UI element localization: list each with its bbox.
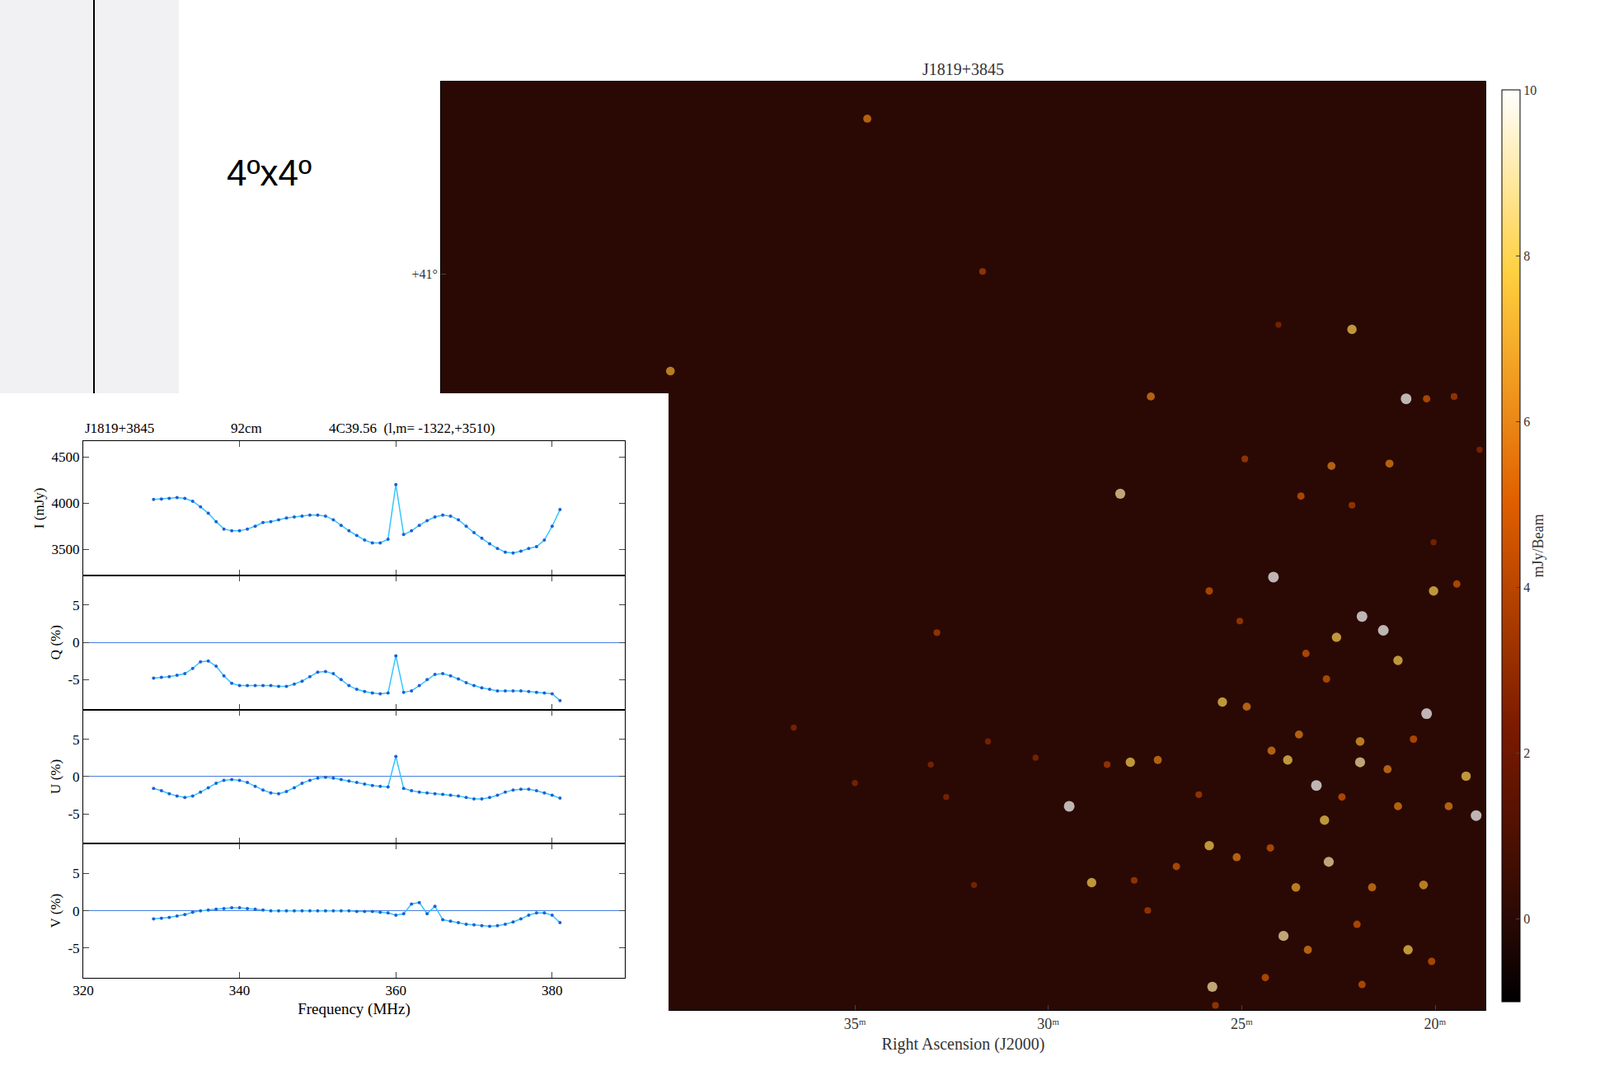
svg-text:-5: -5 [67,806,80,822]
svg-text:20ᵐ: 20ᵐ [1424,1015,1447,1033]
svg-text:J1819+3845: J1819+3845 [922,60,1005,79]
svg-text:3500: 3500 [51,541,80,558]
svg-text:380: 380 [541,982,564,999]
svg-text:5: 5 [72,597,80,614]
svg-text:5: 5 [72,731,80,748]
svg-text:35ᵐ: 35ᵐ [844,1015,867,1033]
svg-text:+41°: +41° [411,267,437,282]
svg-text:8: 8 [1523,248,1530,263]
svg-text:340: 340 [229,982,251,999]
svg-text:0: 0 [1523,911,1530,926]
svg-text:Right Ascension (J2000): Right Ascension (J2000) [882,1034,1046,1054]
svg-text:10: 10 [1523,83,1537,98]
svg-text:0: 0 [72,903,80,920]
svg-text:320: 320 [72,982,94,999]
svg-text:0: 0 [72,769,80,785]
svg-text:4000: 4000 [51,495,80,512]
svg-text:360: 360 [384,982,407,999]
svg-text:mJy/Beam: mJy/Beam [1529,514,1547,578]
svg-text:I (mJy): I (mJy) [31,487,47,530]
svg-text:30ᵐ: 30ᵐ [1036,1015,1060,1033]
svg-text:-5: -5 [67,671,80,688]
html-text:4ºx4º: 4ºx4º [226,152,312,193]
svg-text:2: 2 [1523,746,1530,761]
svg-text:6: 6 [1523,414,1530,429]
svg-text:J1819+3845: J1819+3845 [84,420,155,437]
svg-text:4C39.56 (l,m= -1322,+3510): 4C39.56 (l,m= -1322,+3510) [328,420,495,437]
svg-text:U (%): U (%) [47,759,64,794]
svg-text:25ᵐ: 25ᵐ [1230,1015,1253,1033]
svg-text:0: 0 [72,634,80,651]
svg-text:Frequency (MHz): Frequency (MHz) [297,999,411,1019]
svg-text:V (%): V (%) [47,893,64,929]
svg-text:5: 5 [72,865,80,882]
svg-text:Q (%): Q (%) [47,624,64,660]
svg-text:-5: -5 [67,940,80,957]
svg-text:92cm: 92cm [230,420,263,437]
svg-text:4500: 4500 [51,449,80,465]
svg-text:4: 4 [1523,580,1530,595]
